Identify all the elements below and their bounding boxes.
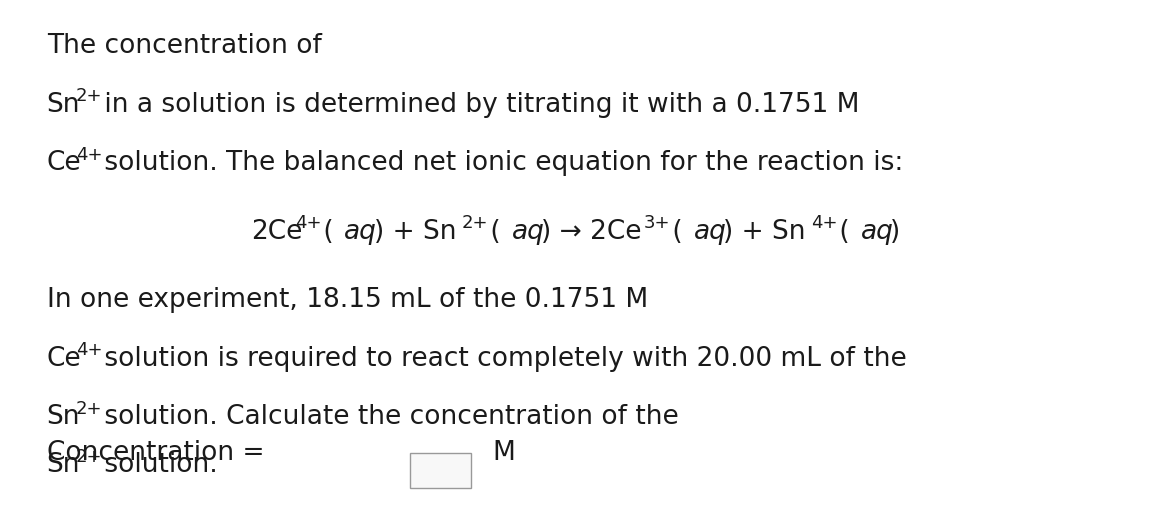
Text: solution. The balanced net ionic equation for the reaction is:: solution. The balanced net ionic equatio… [96,150,904,176]
Text: Concentration =: Concentration = [47,440,273,466]
Text: 2+: 2+ [76,87,103,105]
Text: 4+: 4+ [76,146,103,164]
FancyBboxPatch shape [410,454,471,488]
Text: solution. Calculate the concentration of the: solution. Calculate the concentration of… [96,404,679,430]
Text: 2+: 2+ [462,214,489,232]
Text: (: ( [665,219,683,245]
Text: 4+: 4+ [812,214,837,232]
Text: ) → 2Ce: ) → 2Ce [541,219,641,245]
Text: Sn: Sn [47,404,80,430]
Text: 4+: 4+ [76,341,103,359]
Text: 3+: 3+ [644,214,670,232]
Text: aq: aq [512,219,545,245]
Text: Sn: Sn [47,92,80,118]
Text: 4+: 4+ [295,214,322,232]
Text: 2+: 2+ [76,400,103,418]
Text: Ce: Ce [47,346,82,372]
Text: aq: aq [694,219,726,245]
Text: 2+: 2+ [76,448,103,466]
Text: in a solution is determined by titrating it with a 0.1751 M: in a solution is determined by titrating… [96,92,859,118]
Text: In one experiment, 18.15 mL of the 0.1751 M: In one experiment, 18.15 mL of the 0.175… [47,288,648,313]
Text: solution is required to react completely with 20.00 mL of the: solution is required to react completely… [96,346,907,372]
Text: ): ) [890,219,900,245]
Text: ) + Sn: ) + Sn [374,219,456,245]
Text: M: M [492,440,515,466]
Text: aq: aq [344,219,378,245]
Text: The concentration of: The concentration of [47,34,322,59]
Text: (: ( [315,219,333,245]
Text: Sn: Sn [47,453,80,479]
Text: aq: aq [861,219,893,245]
Text: Ce: Ce [47,150,82,176]
Text: (: ( [831,219,850,245]
Text: (: ( [483,219,501,245]
Text: 2Ce: 2Ce [251,219,302,245]
Text: solution.: solution. [96,453,218,479]
Text: ) + Sn: ) + Sn [723,219,806,245]
